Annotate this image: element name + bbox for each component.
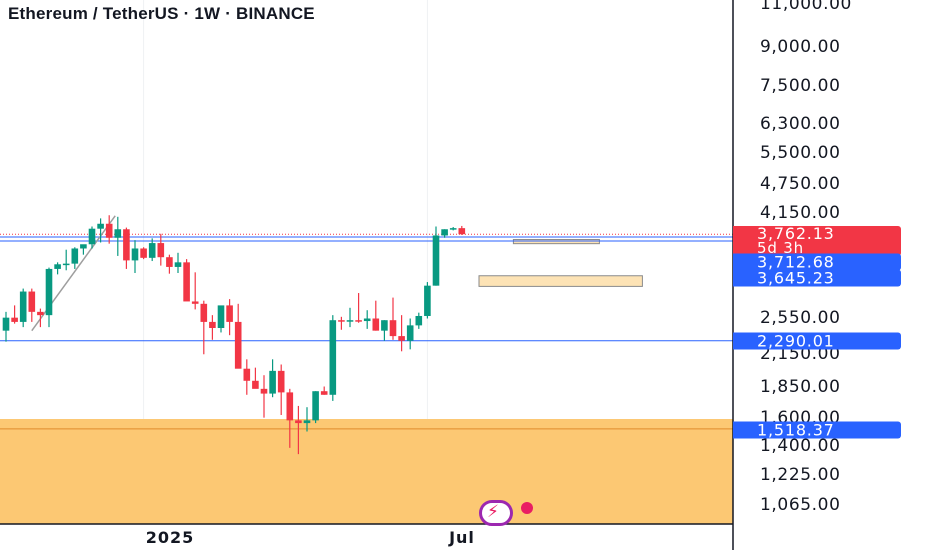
candle-body-34 <box>295 420 302 424</box>
candle-body-32 <box>277 370 285 393</box>
candle-body-21 <box>183 262 190 302</box>
level-badge-c[interactable]: 2,290.01 <box>733 332 901 350</box>
candle-body-17 <box>148 243 156 258</box>
time-tick-2025: 2025 <box>145 528 195 547</box>
candle-body-9 <box>80 244 87 249</box>
candle-body-36 <box>312 391 319 421</box>
candle-body-27 <box>234 321 242 369</box>
price-tick-0: 11,000.00 <box>760 0 852 14</box>
time-tick-jul: Jul <box>449 528 475 547</box>
price-tick-12: 1,400.00 <box>760 436 841 457</box>
tradingview-logo[interactable] <box>479 500 513 526</box>
price-tick-8: 2,550.00 <box>760 307 841 328</box>
last-price-badge[interactable]: 3,762.13 5d 3h <box>733 226 901 256</box>
price-tick-14: 1,065.00 <box>760 495 841 515</box>
candle-body-43 <box>372 318 380 331</box>
candle-body-8 <box>71 248 79 264</box>
candle-body-5 <box>45 268 53 316</box>
candle-body-6 <box>54 264 61 269</box>
candle-body-1 <box>11 317 18 322</box>
candle-body-3 <box>28 291 36 312</box>
candle-body-26 <box>226 305 233 322</box>
level-badge-b[interactable]: 3,645.23 <box>733 269 901 287</box>
candle-body-50 <box>432 235 440 286</box>
candle-body-37 <box>320 391 328 395</box>
logo-dot-icon <box>521 502 533 514</box>
candle-body-28 <box>243 368 251 381</box>
candle-body-16 <box>140 248 147 258</box>
candle-body-33 <box>286 392 294 421</box>
candle-body-18 <box>157 243 165 258</box>
candle-body-49 <box>424 285 431 316</box>
chart-title: Ethereum / TetherUS · 1W · BINANCE <box>8 4 315 23</box>
candle-body-2 <box>19 291 27 322</box>
candle-body-44 <box>381 320 388 331</box>
level-badge-a[interactable]: 3,712.68 <box>733 253 901 271</box>
last-price-value: 3,762.13 <box>757 224 835 243</box>
candle-body-51 <box>441 229 448 236</box>
candle-body-31 <box>269 370 276 394</box>
candle-body-25 <box>217 305 225 328</box>
price-tick-6: 4,150.00 <box>760 203 841 224</box>
price-tick-4: 5,500.00 <box>760 142 841 163</box>
candle-body-7 <box>62 263 70 266</box>
candle-body-38 <box>329 320 337 395</box>
candle-body-29 <box>252 380 259 389</box>
candle-body-10 <box>88 228 96 245</box>
bar-countdown: 5d 3h <box>757 239 804 257</box>
candle-body-53 <box>458 228 466 235</box>
candle-body-24 <box>209 321 216 328</box>
demand-zone <box>0 419 733 524</box>
candle-body-46 <box>398 336 405 341</box>
price-tick-2: 7,500.00 <box>760 76 841 97</box>
candle-body-12 <box>105 223 113 238</box>
candle-body-39 <box>338 320 345 322</box>
level-badge-d[interactable]: 1,518.37 <box>733 421 901 439</box>
marked-zone-1 <box>478 275 643 287</box>
candle-body-14 <box>123 229 130 261</box>
candle-body-23 <box>200 303 208 322</box>
price-tick-1: 9,000.00 <box>760 37 841 58</box>
candle-body-4 <box>37 311 44 316</box>
price-tick-10: 1,850.00 <box>760 376 841 397</box>
candle-body-20 <box>174 262 182 267</box>
candle-body-0 <box>2 317 10 331</box>
candle-body-35 <box>303 420 311 424</box>
candle-body-52 <box>449 228 457 230</box>
candle-body-13 <box>114 229 122 238</box>
candle-body-11 <box>97 223 104 229</box>
candle-body-48 <box>415 315 423 326</box>
trendline <box>31 215 116 332</box>
candle-body-42 <box>363 318 371 322</box>
candle-body-22 <box>191 301 199 304</box>
candle-body-41 <box>355 320 362 322</box>
candle-body-19 <box>166 257 173 267</box>
candle-body-47 <box>406 325 414 341</box>
lightning-bolt-icon: ⚡ <box>487 502 499 521</box>
price-tick-5: 4,750.00 <box>760 174 841 195</box>
candle-body-45 <box>389 320 397 337</box>
price-tick-3: 6,300.00 <box>760 113 841 134</box>
candle-body-15 <box>131 248 139 261</box>
candle-body-30 <box>260 388 268 394</box>
candle-body-40 <box>346 320 354 322</box>
marked-zone-0 <box>512 239 600 245</box>
price-tick-13: 1,225.00 <box>760 464 841 485</box>
